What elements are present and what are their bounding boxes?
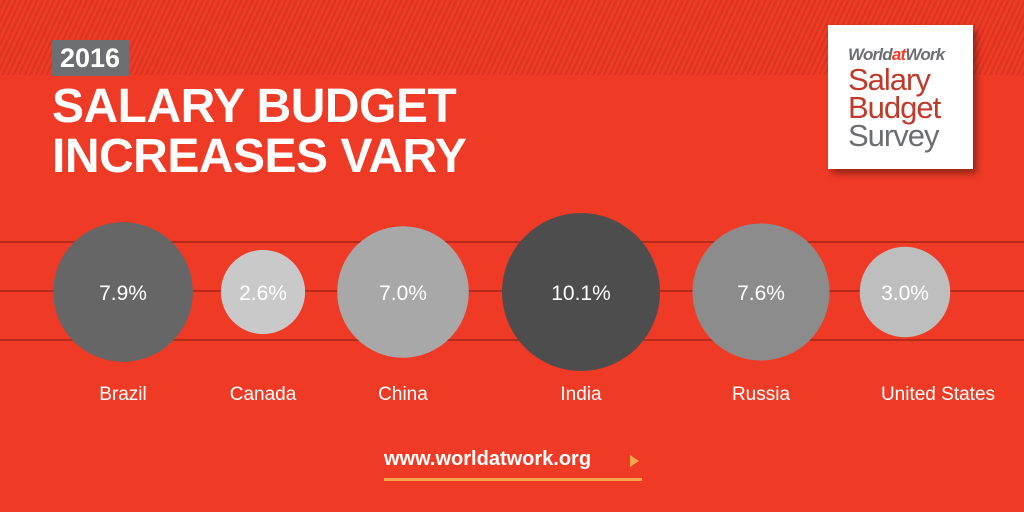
bubble-brazil (53, 222, 193, 362)
logo-brand-work: Work (905, 45, 945, 64)
bubble-value-label: 7.9% (99, 282, 147, 305)
survey-logo: WorldatWork Salary Budget Survey (828, 25, 973, 169)
logo-brand-world: World (848, 45, 893, 64)
logo-line-1: Salary (848, 62, 931, 97)
bubble-canada (220, 249, 306, 335)
bubble-china (337, 226, 469, 358)
category-label: Russia (732, 384, 791, 405)
logo-line-2: Budget (848, 90, 941, 125)
bubble-india (502, 213, 660, 371)
bubble-value-label: 7.0% (379, 282, 427, 305)
arrow-right-icon[interactable] (630, 455, 639, 467)
category-label: United States (881, 384, 995, 405)
category-label: China (378, 384, 428, 405)
logo-brand-at: at (891, 45, 906, 64)
logo-line-3: Survey (848, 118, 939, 153)
category-label: Brazil (99, 384, 147, 405)
bubble-value-label: 7.6% (737, 282, 785, 305)
year-badge: 2016 (52, 40, 131, 76)
website-link[interactable]: www.worldatwork.org (384, 448, 592, 470)
logo-brand: WorldatWork (848, 45, 945, 65)
bubble-value-label: 10.1% (551, 282, 611, 305)
bubble-russia (692, 223, 830, 361)
link-underline (384, 478, 642, 481)
title-line-1: SALARY BUDGET (52, 80, 457, 133)
title-line-2: INCREASES VARY (52, 130, 467, 183)
bubble-value-label: 2.6% (239, 282, 287, 305)
bubble-united-states (859, 246, 951, 338)
category-label: India (560, 384, 602, 405)
category-label: Canada (230, 384, 297, 405)
page-title: SALARY BUDGET INCREASES VARY (52, 80, 467, 183)
bubble-value-label: 3.0% (881, 282, 929, 305)
